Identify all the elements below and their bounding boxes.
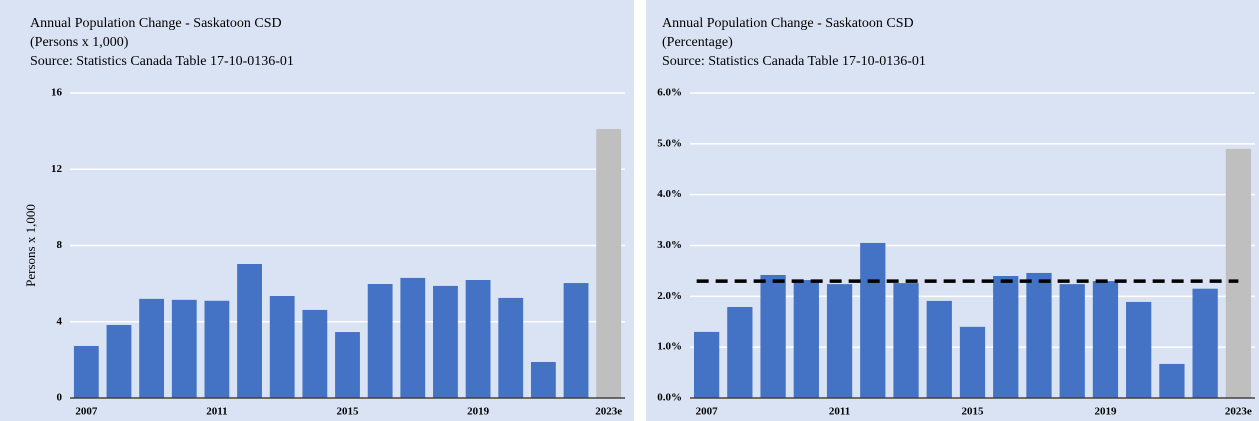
y-tick-label: 3.0% xyxy=(657,239,682,251)
bar xyxy=(727,307,753,398)
x-tick-label: 2015 xyxy=(962,406,985,418)
x-tick-label: 2023e xyxy=(595,406,622,418)
y-tick-label: 4.0% xyxy=(657,188,682,200)
bar xyxy=(1159,363,1185,398)
bar xyxy=(498,297,524,398)
y-tick-label: 8 xyxy=(57,239,63,251)
y-tick-label: 1.0% xyxy=(657,341,682,353)
chart: Annual Population Change - Saskatoon CSD… xyxy=(0,0,634,421)
x-tick-label: 2011 xyxy=(206,406,227,418)
x-tick-label: 2023e xyxy=(1225,406,1252,418)
bar xyxy=(465,280,491,398)
y-tick-label: 5.0% xyxy=(657,137,682,149)
bar xyxy=(563,283,589,398)
x-tick-label: 2011 xyxy=(829,406,850,418)
y-tick-label: 0 xyxy=(57,392,63,404)
y-tick-label: 16 xyxy=(51,87,63,99)
y-tick-label: 4 xyxy=(57,315,63,327)
bar xyxy=(926,300,952,398)
chart-subtitle: (Persons x 1,000) xyxy=(30,35,129,50)
bar xyxy=(269,296,295,398)
bar xyxy=(106,324,132,398)
x-tick-label: 2007 xyxy=(75,406,98,418)
bar xyxy=(139,298,165,398)
y-tick-label: 6.0% xyxy=(657,87,682,99)
chart-subtitle: (Percentage) xyxy=(662,35,733,50)
bar xyxy=(530,361,556,398)
bar xyxy=(433,285,458,398)
bar xyxy=(693,331,720,398)
bar xyxy=(302,309,328,398)
bar xyxy=(826,284,853,398)
bar xyxy=(237,263,262,398)
bar xyxy=(860,242,886,398)
chart-source: Source: Statistics Canada Table 17-10-01… xyxy=(662,54,926,69)
bar xyxy=(335,332,360,398)
x-tick-label: 2019 xyxy=(467,406,490,418)
bar xyxy=(1192,288,1218,398)
y-tick-label: 0.0% xyxy=(657,392,682,404)
bar xyxy=(73,345,99,398)
chart-title: Annual Population Change - Saskatoon CSD xyxy=(662,16,914,31)
bar xyxy=(1126,301,1152,398)
bar xyxy=(400,277,426,398)
bar xyxy=(204,300,230,398)
bar xyxy=(893,283,919,398)
bar xyxy=(760,274,786,398)
bar xyxy=(1026,272,1052,398)
x-tick-label: 2015 xyxy=(337,406,360,418)
bar xyxy=(367,284,393,398)
y-tick-label: 2.0% xyxy=(657,290,682,302)
bar xyxy=(993,276,1019,398)
bar xyxy=(1059,284,1085,398)
bar xyxy=(596,129,622,398)
bar xyxy=(1092,281,1119,398)
x-tick-label: 2019 xyxy=(1094,406,1117,418)
bar xyxy=(171,299,197,398)
y-axis-label: Persons x 1,000 xyxy=(23,204,38,287)
bar xyxy=(959,326,986,398)
bar xyxy=(1225,148,1252,398)
chart-source: Source: Statistics Canada Table 17-10-01… xyxy=(30,54,294,69)
x-tick-label: 2007 xyxy=(696,406,719,418)
chart-title: Annual Population Change - Saskatoon CSD xyxy=(30,16,282,31)
chart: Annual Population Change - Saskatoon CSD… xyxy=(646,0,1259,421)
y-tick-label: 12 xyxy=(51,163,63,175)
bar xyxy=(793,280,819,398)
